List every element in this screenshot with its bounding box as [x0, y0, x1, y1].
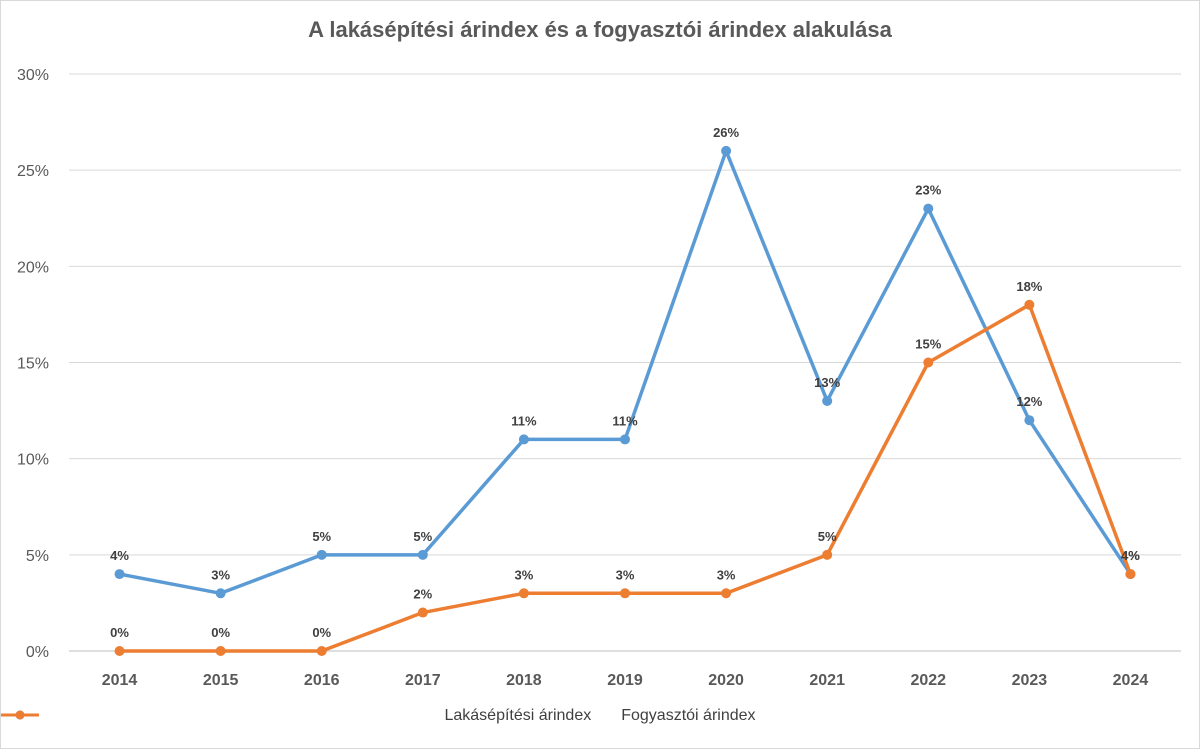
data-point-series-2: [822, 549, 833, 560]
legend-item-series-1: Lakásépítési árindex: [1, 707, 592, 725]
y-tick-label: 30%: [17, 67, 49, 84]
x-tick-label: 2018: [506, 672, 542, 689]
data-label-series-1: 11%: [612, 413, 638, 428]
data-label-series-1: 12%: [1016, 394, 1042, 409]
x-tick-label: 2024: [1113, 672, 1149, 689]
data-point-series-2: [721, 588, 732, 599]
data-label-series-1: 5%: [413, 529, 432, 544]
data-label-series-1: 5%: [312, 529, 331, 544]
data-point-series-2: [417, 607, 428, 618]
data-label-series-2: 0%: [312, 625, 331, 640]
x-tick-label: 2015: [203, 672, 239, 689]
y-tick-label: 5%: [26, 548, 49, 565]
data-label-series-1: 11%: [511, 413, 537, 428]
data-label-series-2: 3%: [717, 567, 736, 582]
x-tick-label: 2020: [708, 672, 744, 689]
data-point-series-2: [923, 357, 934, 368]
data-label-series-2: 3%: [616, 567, 635, 582]
legend-swatch-series-2: [1, 710, 39, 720]
data-point-series-1: [518, 434, 529, 445]
y-tick-label: 10%: [17, 452, 49, 469]
data-label-series-2: 18%: [1016, 279, 1042, 294]
legend-label-series-1: Lakásépítési árindex: [444, 707, 592, 724]
data-label-series-2: 5%: [818, 529, 837, 544]
y-tick-label: 15%: [17, 356, 49, 373]
y-tick-label: 20%: [17, 259, 49, 276]
legend-item-series-2: Fogyasztói árindex: [1, 707, 756, 725]
data-label-series-2: 0%: [110, 625, 129, 640]
x-tick-label: 2019: [607, 672, 643, 689]
data-label-series-2: 3%: [515, 567, 534, 582]
data-label-series-1: 3%: [211, 567, 230, 582]
data-point-series-1: [114, 569, 125, 580]
data-label-series-2: 4%: [1121, 548, 1140, 563]
data-point-series-1: [721, 145, 732, 156]
series-line-2: [119, 303, 1133, 653]
data-label-series-1: 23%: [915, 183, 941, 198]
data-label-series-1: 13%: [814, 375, 840, 390]
data-point-series-2: [620, 588, 630, 599]
data-point-series-1: [822, 395, 833, 406]
data-label-series-2: 0%: [211, 625, 230, 640]
data-label-series-2: 15%: [915, 337, 941, 352]
data-point-series-2: [114, 646, 125, 656]
data-point-series-1: [923, 203, 934, 214]
data-point-series-1: [316, 549, 327, 560]
data-point-series-2: [1125, 569, 1136, 580]
legend-label-series-2: Fogyasztói árindex: [621, 707, 756, 724]
data-point-series-2: [316, 646, 327, 656]
series-line-1: [119, 149, 1132, 596]
y-tick-label: 0%: [26, 644, 49, 661]
x-tick-label: 2016: [304, 672, 340, 689]
data-label-series-2: 2%: [413, 587, 432, 602]
x-tick-label: 2021: [809, 672, 845, 689]
legend: Lakásépítési árindex Fogyasztói árindex: [1, 707, 1199, 725]
x-tick-label: 2022: [910, 672, 946, 689]
data-point-series-1: [1024, 415, 1035, 426]
x-tick-label: 2014: [102, 672, 138, 689]
x-tick-label: 2023: [1012, 672, 1048, 689]
data-point-series-1: [215, 588, 226, 599]
data-point-series-1: [417, 549, 428, 560]
data-point-series-2: [1024, 299, 1035, 310]
data-label-series-1: 4%: [110, 548, 129, 563]
x-tick-label: 2017: [405, 672, 441, 689]
data-label-series-1: 26%: [713, 125, 739, 140]
data-point-series-2: [518, 588, 529, 599]
data-point-series-2: [215, 646, 226, 656]
chart-title: A lakásépítési árindex és a fogyasztói á…: [308, 17, 892, 42]
data-point-series-1: [620, 434, 630, 445]
y-tick-label: 25%: [17, 163, 49, 180]
